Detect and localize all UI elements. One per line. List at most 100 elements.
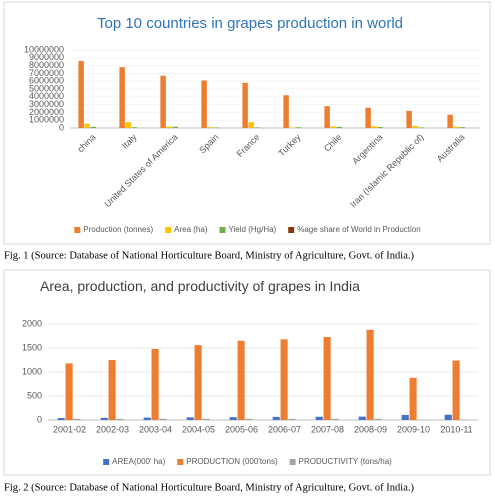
bar [84,123,90,128]
bar [207,127,213,128]
bar [460,419,468,420]
bar [202,418,210,420]
bar [459,127,465,128]
bar [248,122,254,128]
bar [166,126,172,128]
bar [418,127,424,128]
x-tick-label: 2003-04 [139,424,172,434]
y-tick-label: 2000 [22,318,42,328]
bar [324,106,330,128]
bar [315,416,323,420]
legend-label: PRODUCTIVITY (tons/ha) [299,457,393,466]
y-tick-label: 4000000 [29,91,64,101]
bar [452,360,460,420]
chart-title-box: Area, production, and productivity of gr… [40,278,360,294]
x-tick-label: 2004-05 [182,424,215,434]
bar [65,363,73,420]
bar [366,329,374,420]
legend-swatch [103,459,110,465]
bar [90,126,96,128]
caption: Fig. 2 (Source: Database of National Hor… [4,482,414,493]
legend-label: %age share of World in Production [297,225,420,234]
y-tick-label: 5000000 [29,83,64,93]
bar [172,126,178,128]
y-tick-label: 8000000 [29,60,64,70]
bar [377,127,383,128]
bar [371,126,377,128]
bar [78,60,84,128]
bar [280,339,288,420]
bar [412,126,418,128]
bar [229,417,237,420]
bar [288,418,296,420]
bar [108,360,116,420]
bar [125,122,131,128]
bar [100,417,108,420]
chart-title: Top 10 countries in grapes production in… [97,15,403,32]
y-tick-label: 1500 [22,342,42,352]
chart-title: Area, production, and productivity of gr… [40,278,360,294]
legend-label: Area (ha) [174,225,208,234]
bar [283,95,289,128]
bar [336,126,342,128]
bar [272,416,280,420]
bar [186,417,194,420]
legend-swatch [177,459,184,465]
legend-label: AREA(000' ha) [112,457,165,466]
bar [406,110,412,128]
bar [453,126,459,128]
legend: Production (tonnes) Area (ha) Yield (Hg/Ha… [74,225,421,234]
bar [159,418,167,420]
y-tick-label: 10000000 [24,44,64,54]
legend-label: Production (tonnes) [83,225,153,234]
bar [323,336,331,420]
legend-swatch [74,227,81,233]
bar [401,414,409,420]
y-tick-label: 3000000 [29,99,64,109]
bar [73,418,81,420]
y-tick-label: 7000000 [29,68,64,78]
x-tick-label: 2008-09 [354,424,387,434]
x-tick-label: 2006-07 [268,424,301,434]
bar [365,107,371,128]
bar [160,75,166,128]
y-tick-label: 0 [37,414,42,424]
legend-swatch [288,227,295,233]
bar [245,418,253,420]
bar [151,348,159,420]
chart-frame [3,269,491,476]
caption: Fig. 1 (Source: Database of National Hor… [4,250,414,261]
bar [358,416,366,420]
bar [444,414,452,420]
bar [374,418,382,420]
bar [330,126,336,128]
bar [201,80,207,128]
bar [131,127,137,128]
y-tick-label: 500 [27,390,42,400]
bar [447,114,453,128]
bar [57,418,65,420]
legend-swatch [165,227,172,233]
legend-swatch [219,227,226,233]
bar [119,67,125,128]
bar [295,127,301,128]
bar [116,418,124,420]
y-tick-label: 2000000 [29,107,64,117]
y-tick-label: 9000000 [29,52,64,62]
legend: AREA(000' ha) PRODUCTION (000'tons) PRODUC… [103,457,392,466]
bar [331,418,339,420]
y-tick-label: 0 [59,122,64,132]
x-tick-label: 2002-03 [96,424,129,434]
legend-swatch [289,459,296,465]
bar [213,127,219,128]
x-tick-label: 2005-06 [225,424,258,434]
x-tick-label: 2010-11 [440,424,472,434]
legend-label: Yield (Hg/Ha) [228,225,276,234]
bar [194,345,202,420]
bar [237,340,245,420]
bar [242,82,248,128]
bar [409,377,417,420]
x-tick-label: 2007-08 [311,424,344,434]
y-tick-label: 6000000 [29,76,64,86]
